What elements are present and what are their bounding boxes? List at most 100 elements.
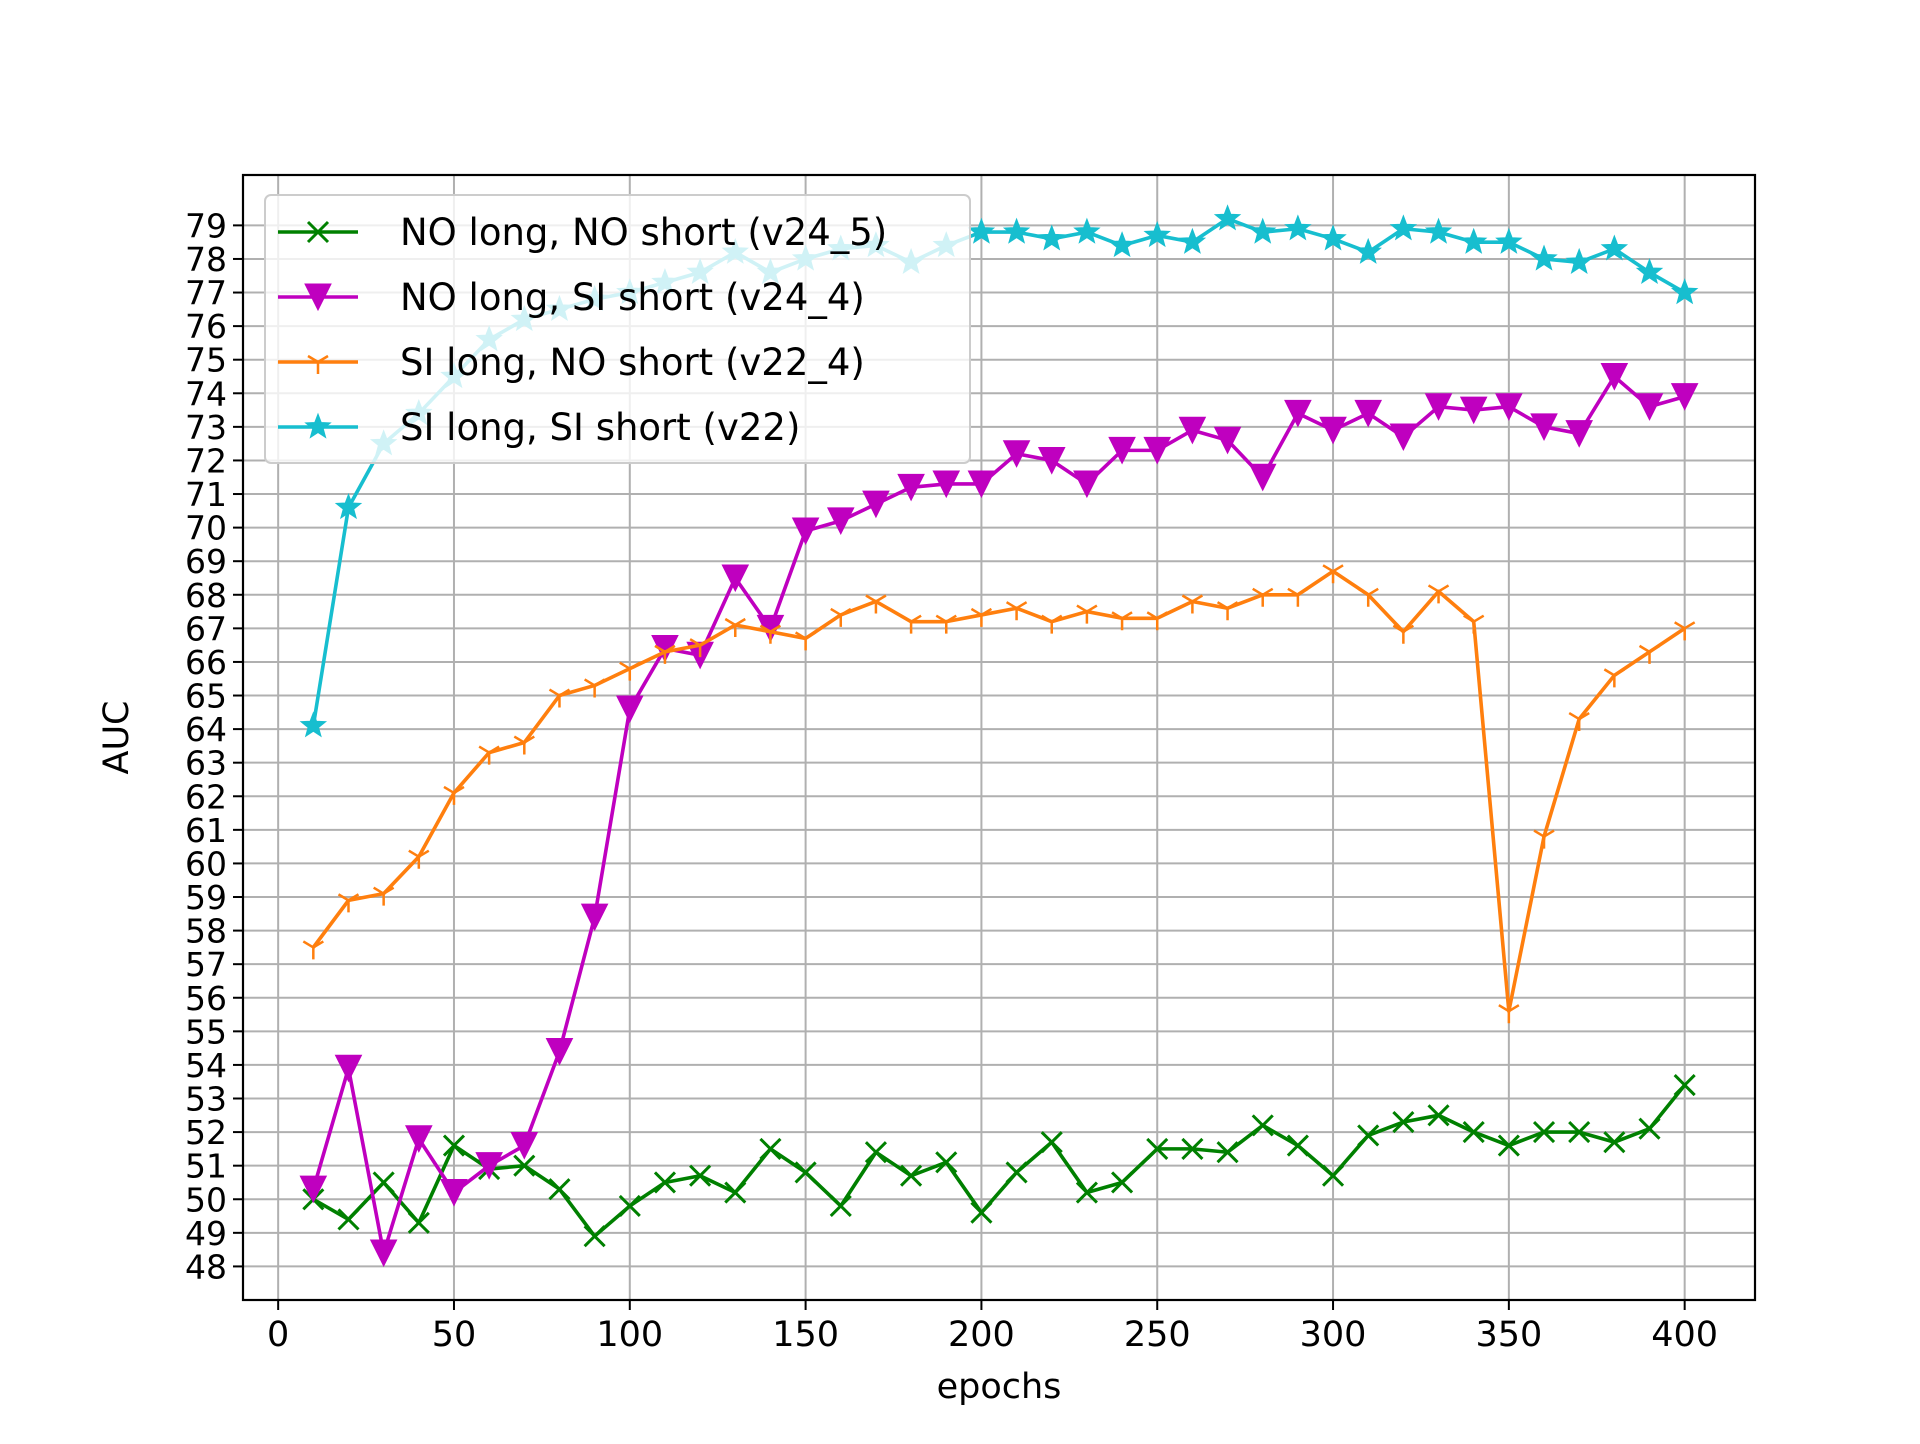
data-point [1638,644,1661,664]
data-point [1427,584,1450,604]
data-point [1568,711,1590,732]
data-point [1213,426,1242,455]
y-tick-label: 65 [185,677,227,716]
x-tick-label: 350 [1475,1315,1542,1355]
data-point [1530,413,1558,441]
legend-marker [304,412,332,439]
y-axis-label: AUC [97,701,137,775]
data-point [1005,601,1028,621]
y-tick-label: 78 [185,240,227,279]
data-point [513,735,535,755]
data-point [1108,436,1136,465]
data-point [759,1137,782,1160]
data-point [1321,1164,1345,1187]
series-line [311,569,1686,1013]
y-tick-label: 48 [185,1247,227,1286]
data-point [1251,1114,1274,1137]
data-point [1392,1110,1415,1134]
data-point [1600,234,1629,261]
data-point [1670,278,1699,305]
legend-marker [304,283,332,312]
data-point [1075,1181,1098,1204]
data-point [408,849,430,869]
y-tick-label: 62 [185,777,227,816]
data-point [337,1208,360,1231]
data-point [1495,227,1523,254]
data-point [1424,393,1453,421]
series-line [311,374,1686,1255]
data-point [1073,217,1101,244]
y-tick-label: 58 [185,912,227,951]
y-tick-label: 73 [185,408,227,447]
data-point [1357,587,1379,607]
data-point [1249,217,1277,244]
data-point [935,1151,958,1174]
data-point [1111,611,1133,631]
y-tick-label: 64 [185,710,227,749]
data-point [1037,446,1066,475]
legend-label: NO long, SI short (v24_4) [400,276,865,319]
data-point [1248,463,1277,492]
legend-entry: NO long, NO short (v24_5) [278,211,887,254]
x-tick-label: 150 [772,1315,839,1355]
data-point [299,711,328,738]
data-point [1073,470,1101,499]
data-point [1216,1141,1239,1164]
data-point [1389,423,1418,452]
data-point [654,644,676,664]
data-point [1181,594,1204,614]
data-point [1322,564,1344,584]
data-point [580,903,609,932]
data-point [935,614,957,634]
x-tick-label: 400 [1651,1315,1718,1355]
data-point [548,688,571,708]
data-point [1463,614,1485,634]
y-tick-label: 66 [185,643,227,682]
data-point [932,470,961,499]
data-point [1354,399,1383,428]
y-tick-label: 68 [185,576,227,615]
y-tick-label: 76 [185,307,227,346]
data-point [1143,436,1172,465]
y-tick-label: 77 [185,274,227,313]
data-point [721,564,750,593]
data-point [1530,244,1558,271]
data-point [1392,624,1415,644]
data-point [794,631,817,651]
data-point [510,1132,539,1160]
data-point [967,470,996,499]
data-point [865,594,887,614]
data-point [583,1225,606,1248]
data-point [1565,247,1593,274]
data-point [1495,393,1523,421]
legend: NO long, NO short (v24_5) NO long, SI sho… [264,194,971,464]
data-point [967,217,996,244]
data-point [897,473,925,502]
x-tick-label: 300 [1300,1315,1367,1355]
data-point [1568,1121,1591,1144]
data-point [900,1164,923,1187]
data-point [1108,231,1136,258]
data-point [1354,237,1382,264]
y-tick-label: 69 [185,542,227,581]
data-point [372,1171,395,1194]
data-point [1111,1171,1134,1194]
data-point [1286,1134,1309,1157]
data-point [299,1175,328,1204]
data-point [1005,1161,1028,1184]
data-point [478,745,500,765]
data-point [794,1161,817,1184]
legend-label: NO long, NO short (v24_5) [400,211,887,254]
y-tick-label: 67 [185,609,227,648]
data-point [302,940,324,960]
data-point [1252,587,1274,607]
data-point [826,507,855,536]
data-point [1076,604,1098,624]
data-point [862,490,890,519]
data-point [1284,214,1312,241]
x-axis-label: epochs [937,1367,1062,1407]
data-point [1600,362,1629,391]
data-point [829,1194,852,1218]
data-point [407,1211,430,1234]
x-tick-label: 200 [948,1315,1015,1355]
